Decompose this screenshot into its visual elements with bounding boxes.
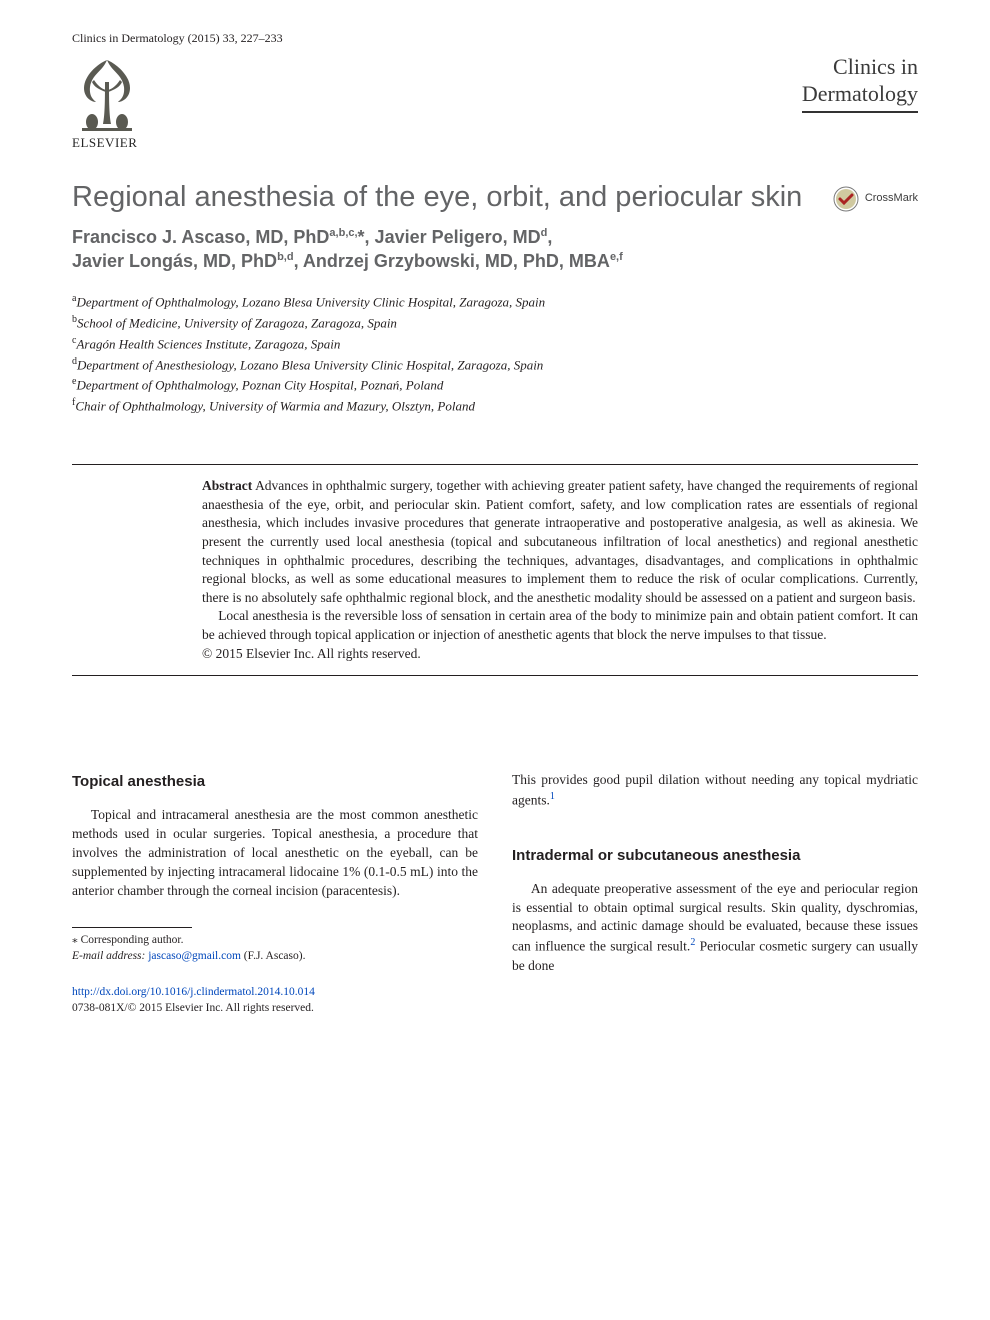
running-head: Clinics in Dermatology (2015) 33, 227–23… xyxy=(72,30,918,46)
elsevier-wordmark: ELSEVIER xyxy=(72,134,137,152)
publisher-logo-block: ELSEVIER xyxy=(72,52,142,152)
corresponding-author-note: ⁎ Corresponding author. xyxy=(72,932,478,948)
authors-line: Francisco J. Ascaso, MD, PhDa,b,c,*, Jav… xyxy=(72,225,918,274)
affiliations: aDepartment of Ophthalmology, Lozano Ble… xyxy=(72,291,918,416)
abstract-copyright: © 2015 Elsevier Inc. All rights reserved… xyxy=(202,645,918,664)
topical-continuation: This provides good pupil dilation withou… xyxy=(512,771,918,810)
email-label: E-mail address: xyxy=(72,950,145,962)
crossmark-icon xyxy=(833,186,859,212)
elsevier-tree-icon xyxy=(72,52,142,132)
crossmark-label: CrossMark xyxy=(865,191,918,206)
section-head-topical: Topical anesthesia xyxy=(72,771,478,792)
intradermal-p1: An adequate preoperative assessment of t… xyxy=(512,880,918,976)
journal-name-line1: Clinics in xyxy=(802,52,918,82)
email-person: (F.J. Ascaso). xyxy=(244,950,306,962)
journal-name: Clinics in Dermatology xyxy=(802,52,918,112)
author-email-link[interactable]: jascaso@gmail.com xyxy=(148,950,241,962)
abstract-block: Abstract Advances in ophthalmic surgery,… xyxy=(72,464,918,676)
abstract-p1-text: Advances in ophthalmic surgery, together… xyxy=(202,478,918,605)
left-column: Topical anesthesia Topical and intracame… xyxy=(72,771,478,1016)
abstract-p1: Abstract Advances in ophthalmic surgery,… xyxy=(202,477,918,607)
journal-name-line2: Dermatology xyxy=(802,79,918,109)
abstract-p2: Local anesthesia is the reversible loss … xyxy=(202,607,918,644)
ref-1[interactable]: 1 xyxy=(550,791,555,802)
article-title: Regional anesthesia of the eye, orbit, a… xyxy=(72,180,803,215)
issn-line: 0738-081X/© 2015 Elsevier Inc. All right… xyxy=(72,1002,314,1014)
footnotes: ⁎ Corresponding author. E-mail address: … xyxy=(72,932,478,964)
crossmark-badge[interactable]: CrossMark xyxy=(833,186,918,212)
journal-rule xyxy=(802,111,918,113)
right-column: This provides good pupil dilation withou… xyxy=(512,771,918,1016)
doi-link[interactable]: http://dx.doi.org/10.1016/j.clindermatol… xyxy=(72,986,315,998)
topical-p1: Topical and intracameral anesthesia are … xyxy=(72,806,478,900)
section-head-intradermal: Intradermal or subcutaneous anesthesia xyxy=(512,845,918,866)
footnote-rule xyxy=(72,927,192,928)
doi-block: http://dx.doi.org/10.1016/j.clindermatol… xyxy=(72,984,478,1016)
abstract-label: Abstract xyxy=(202,478,252,493)
topical-cont-text: This provides good pupil dilation withou… xyxy=(512,772,918,807)
